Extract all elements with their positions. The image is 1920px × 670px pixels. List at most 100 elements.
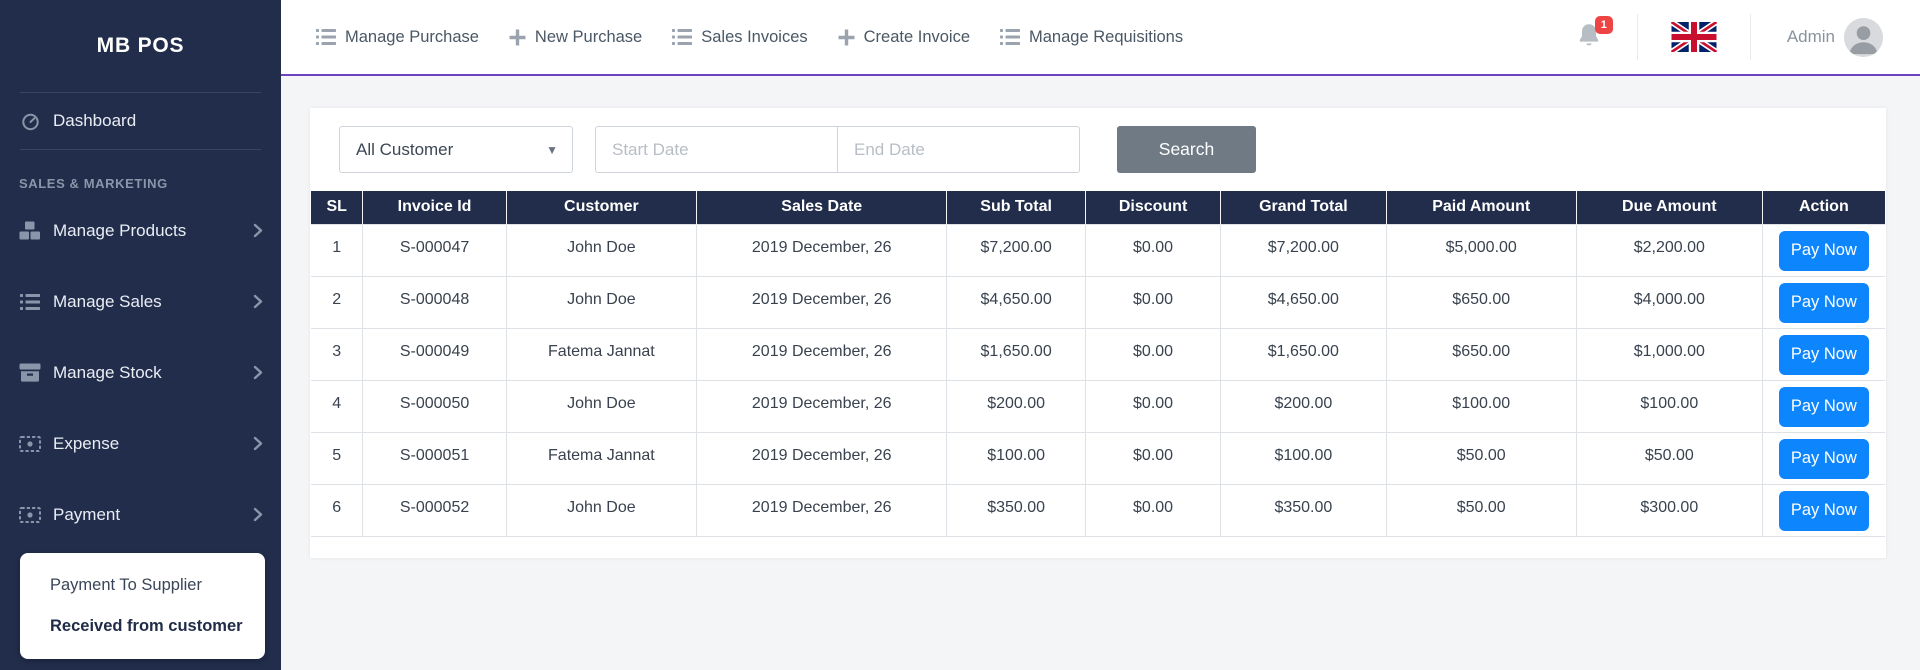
pay-now-button[interactable]: Pay Now bbox=[1778, 386, 1869, 427]
table-cell: $1,000.00 bbox=[1575, 327, 1763, 381]
user-name: Admin bbox=[1786, 27, 1835, 46]
topnav-item-manage-requisitions[interactable]: Manage Requisitions bbox=[1000, 28, 1183, 47]
search-button[interactable]: Search bbox=[1117, 126, 1256, 173]
table-cell: $1,650.00 bbox=[1220, 327, 1387, 381]
customer-select-value: All Customer bbox=[356, 139, 454, 159]
table-cell: $50.00 bbox=[1385, 483, 1577, 537]
table-cell: $7,200.00 bbox=[946, 223, 1086, 277]
action-cell: Pay Now bbox=[1761, 379, 1885, 433]
table-cell: $2,200.00 bbox=[1575, 223, 1763, 277]
pay-now-button[interactable]: Pay Now bbox=[1778, 230, 1869, 271]
column-header-grand-total: Grand Total bbox=[1220, 191, 1387, 224]
column-header-paid-amount: Paid Amount bbox=[1386, 191, 1577, 224]
table-cell: 2019 December, 26 bbox=[696, 275, 948, 329]
table-cell: $650.00 bbox=[1385, 327, 1577, 381]
table-cell: 1 bbox=[311, 223, 364, 277]
chevron-right-icon bbox=[253, 507, 263, 522]
topnav-item-label: New Purchase bbox=[534, 27, 643, 46]
invoices-table: SL Invoice Id Customer Sales Date Sub Total D… bbox=[311, 191, 1885, 537]
money-icon bbox=[18, 504, 42, 526]
topnav-item-label: Manage Purchase bbox=[345, 27, 479, 46]
sidebar-item-manage-stock[interactable]: Manage Stock bbox=[0, 337, 281, 408]
language-flag-uk[interactable] bbox=[1670, 22, 1717, 52]
action-cell: Pay Now bbox=[1761, 275, 1885, 329]
sidebar-item-label: Dashboard bbox=[53, 111, 137, 130]
pay-now-button[interactable]: Pay Now bbox=[1778, 490, 1869, 531]
sidebar-item-label: Manage Stock bbox=[53, 362, 162, 382]
sidebar-item-payment[interactable]: Payment bbox=[0, 479, 281, 550]
table-cell: $100.00 bbox=[946, 431, 1086, 485]
caret-down-icon: ▼ bbox=[546, 142, 558, 157]
sidebar-item-manage-products[interactable]: Manage Products bbox=[0, 195, 281, 266]
sidebar-section-label: SALES & MARKETING bbox=[19, 176, 168, 191]
pay-now-button[interactable]: Pay Now bbox=[1778, 438, 1869, 479]
topnav-item-sales-invoices[interactable]: Sales Invoices bbox=[672, 28, 808, 47]
topnav-item-create-invoice[interactable]: Create Invoice bbox=[838, 28, 970, 47]
notifications-button[interactable]: 1 bbox=[1577, 16, 1613, 53]
uk-flag-icon bbox=[1670, 22, 1717, 52]
column-header-sl: SL bbox=[311, 191, 364, 224]
table-cell: 2019 December, 26 bbox=[696, 431, 948, 485]
chevron-right-icon bbox=[253, 294, 263, 309]
sidebar-item-manage-sales[interactable]: Manage Sales bbox=[0, 266, 281, 337]
table-cell: $4,650.00 bbox=[946, 275, 1086, 329]
table-cell: 6 bbox=[311, 483, 364, 537]
action-cell: Pay Now bbox=[1761, 483, 1885, 537]
column-header-action: Action bbox=[1762, 191, 1885, 224]
table-cell: Fatema Jannat bbox=[505, 327, 698, 381]
table-cell: 4 bbox=[311, 379, 364, 433]
table-cell: 2019 December, 26 bbox=[696, 223, 948, 277]
chevron-right-icon bbox=[253, 436, 263, 451]
table-cell: 5 bbox=[311, 431, 364, 485]
table-cell: $350.00 bbox=[946, 483, 1086, 537]
pay-now-button[interactable]: Pay Now bbox=[1778, 334, 1869, 375]
table-row: 3 S-000049 Fatema Jannat 2019 December, 26 $… bbox=[311, 327, 1885, 381]
sidebar-item-dashboard[interactable]: Dashboard bbox=[0, 93, 281, 149]
table-cell: $200.00 bbox=[946, 379, 1086, 433]
money-icon bbox=[18, 433, 42, 455]
topbar-right: 1 Admin bbox=[1577, 14, 1883, 60]
submenu-item-payment-to-supplier[interactable]: Payment To Supplier bbox=[50, 576, 202, 594]
sidebar-item-label: Payment bbox=[53, 504, 121, 524]
column-header-sub-total: Sub Total bbox=[946, 191, 1086, 224]
plus-icon bbox=[838, 29, 855, 46]
table-cell: S-000049 bbox=[362, 327, 507, 381]
topnav-item-manage-purchase[interactable]: Manage Purchase bbox=[316, 28, 479, 47]
end-date-input[interactable] bbox=[837, 126, 1080, 173]
divider bbox=[20, 92, 261, 93]
topnav-item-new-purchase[interactable]: New Purchase bbox=[509, 28, 642, 47]
list-icon bbox=[672, 28, 693, 46]
divider bbox=[1636, 14, 1638, 60]
brand-logo[interactable]: MB POS bbox=[96, 34, 185, 57]
table-cell: 2019 December, 26 bbox=[696, 379, 948, 433]
table-cell: $0.00 bbox=[1084, 483, 1222, 537]
table-cell: 3 bbox=[311, 327, 364, 381]
table-cell: $50.00 bbox=[1575, 431, 1763, 485]
sidebar-item-expense[interactable]: Expense bbox=[0, 408, 281, 479]
pay-now-button[interactable]: Pay Now bbox=[1778, 282, 1869, 323]
bell-icon bbox=[1577, 24, 1601, 53]
table-cell: 2 bbox=[311, 275, 364, 329]
customer-select[interactable]: All Customer ▼ bbox=[339, 126, 573, 173]
sidebar-item-label: Manage Sales bbox=[53, 291, 162, 311]
table-cell: John Doe bbox=[505, 379, 698, 433]
start-date-input[interactable] bbox=[595, 126, 838, 173]
table-cell: $4,650.00 bbox=[1220, 275, 1387, 329]
list-icon bbox=[316, 28, 336, 46]
submenu-item-received-from-customer[interactable]: Received from customer bbox=[50, 617, 243, 635]
table-row: 1 S-000047 John Doe 2019 December, 26 $7,200… bbox=[311, 223, 1885, 277]
table-cell: $100.00 bbox=[1220, 431, 1387, 485]
action-cell: Pay Now bbox=[1761, 327, 1885, 381]
dashboard-icon bbox=[18, 110, 42, 132]
divider bbox=[20, 149, 261, 150]
user-avatar[interactable] bbox=[1844, 17, 1883, 57]
table-row: 6 S-000052 John Doe 2019 December, 26 $350.0… bbox=[311, 483, 1885, 537]
table-row: 2 S-000048 John Doe 2019 December, 26 $4,650… bbox=[311, 275, 1885, 329]
table-cell: John Doe bbox=[505, 483, 698, 537]
table-cell: $300.00 bbox=[1575, 483, 1763, 537]
table-cell: $5,000.00 bbox=[1385, 223, 1577, 277]
table-cell: $7,200.00 bbox=[1220, 223, 1387, 277]
column-header-due-amount: Due Amount bbox=[1576, 191, 1763, 224]
